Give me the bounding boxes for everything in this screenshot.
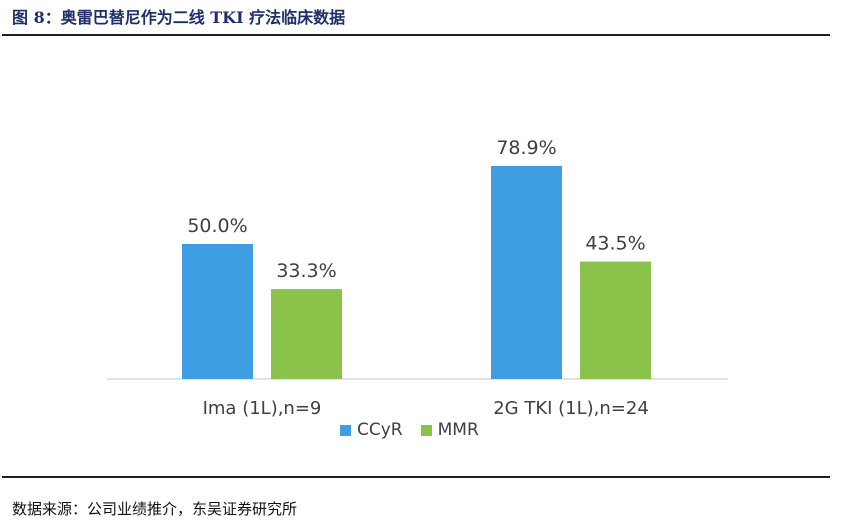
bar-ccyr-1 [491,165,562,379]
data-label-ccyr-0: 50.0% [187,215,247,237]
legend-label-ccyr: CCyR [357,420,403,440]
bar-mmr-0 [271,289,342,379]
bar-chart: 50.0% 33.3% Ima (1L),n=9 78.9% 43.5% 2G TKI (… [107,137,728,419]
legend-item-ccyr: CCyR [340,420,403,440]
data-label-mmr-0: 33.3% [276,260,336,282]
data-label-mmr-1: 43.5% [585,233,645,255]
legend-swatch-mmr [420,424,432,436]
bottom-rule [2,476,830,478]
category-label-1: 2G TKI (1L),n=24 [493,398,649,419]
legend-item-mmr: MMR [420,420,479,440]
legend-label-mmr: MMR [437,420,479,440]
source-note: 数据来源：公司业绩推介，东吴证券研究所 [12,500,298,518]
legend-swatch-ccyr [340,424,351,436]
figure-title: 图 8：奥雷巴替尼作为二线 TKI 疗法临床数据 [12,8,346,27]
category-label-0: Ima (1L),n=9 [203,398,322,419]
chart-legend: CCyR MMR [340,420,489,440]
bar-ccyr-0 [182,244,253,379]
data-label-ccyr-1: 78.9% [496,137,556,159]
top-rule [2,34,830,36]
bar-mmr-1 [580,261,651,379]
